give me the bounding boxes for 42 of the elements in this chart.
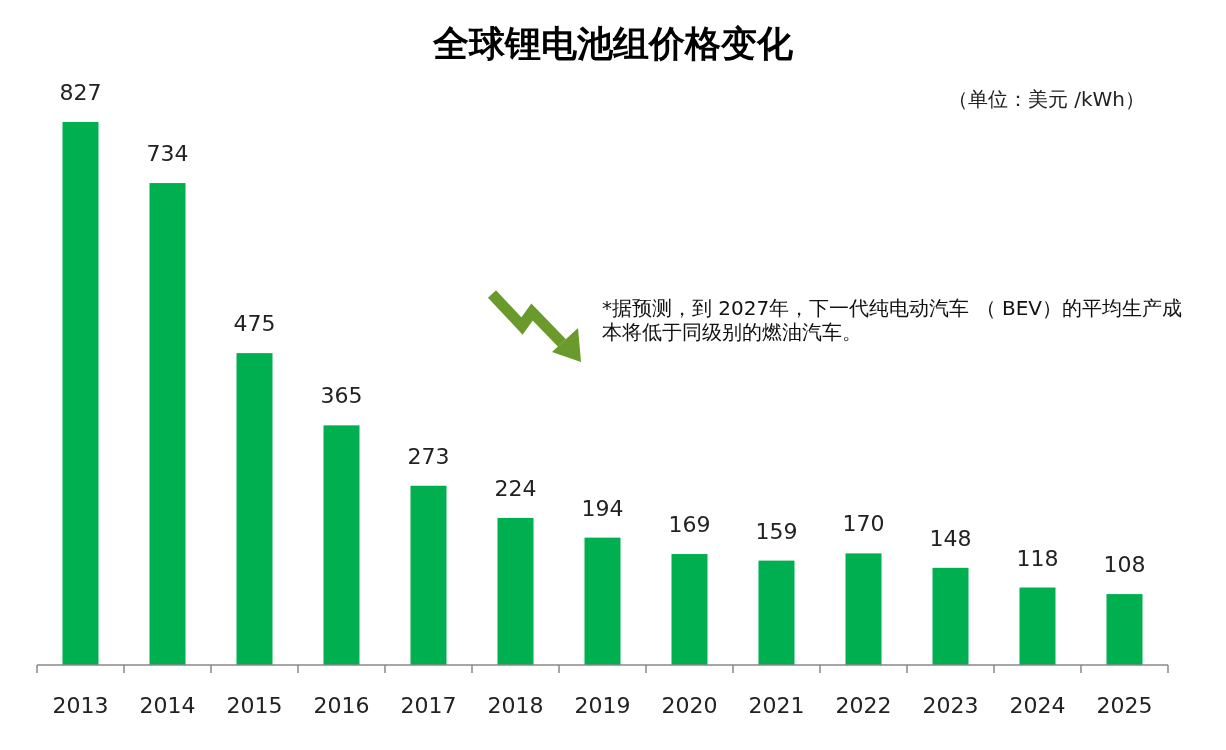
data-label: 148	[929, 525, 972, 551]
annotation: *据预测，到 2027年，下一代纯电动汽车 （ BEV）的平均生产成本将低于同级别的燃油汽车。	[602, 296, 1183, 344]
bar	[323, 425, 360, 665]
data-label: 224	[494, 475, 537, 501]
x-tick-label: 2020	[661, 693, 718, 718]
x-tick-label: 2015	[226, 693, 283, 718]
bar	[62, 122, 99, 665]
data-label: 159	[755, 518, 798, 544]
bar	[149, 183, 186, 665]
bar	[1019, 587, 1056, 665]
data-label: 365	[320, 383, 363, 409]
bar	[671, 554, 708, 665]
text: （单位：美元 /kWh）	[947, 87, 1145, 111]
x-tick-label: 2013	[52, 693, 109, 718]
bar	[758, 560, 795, 665]
x-tick-label: 2014	[139, 693, 196, 718]
data-label: 475	[233, 311, 276, 337]
data-label: 108	[1103, 552, 1146, 578]
data-label: 118	[1016, 545, 1059, 571]
bar	[932, 567, 969, 665]
bar	[1106, 594, 1143, 665]
x-tick-label: 2023	[922, 693, 979, 718]
x-tick-label: 2019	[574, 693, 631, 718]
bar	[236, 353, 273, 665]
data-label: 827	[59, 80, 102, 105]
x-tick-label: 2022	[835, 693, 892, 718]
x-tick-label: 2024	[1009, 693, 1066, 718]
bar	[584, 537, 621, 665]
data-label: 273	[407, 443, 450, 469]
x-tick-label: 2017	[400, 693, 457, 718]
bar	[845, 553, 882, 665]
data-label: 734	[146, 141, 189, 167]
x-tick-label: 2021	[748, 693, 805, 718]
data-label: 194	[581, 495, 624, 521]
bar	[497, 517, 534, 665]
x-tick-label: 2018	[487, 693, 544, 718]
data-label: 169	[668, 512, 711, 538]
x-tick-label: 2025	[1096, 693, 1153, 718]
data-label: 170	[842, 511, 885, 537]
bar	[410, 485, 447, 665]
chart-title: 全球锂电池组价格变化	[432, 23, 794, 64]
x-tick-label: 2016	[313, 693, 370, 718]
